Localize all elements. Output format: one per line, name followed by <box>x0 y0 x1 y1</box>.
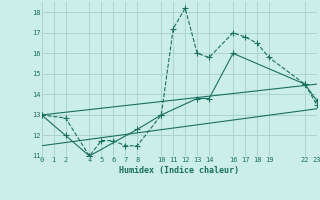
X-axis label: Humidex (Indice chaleur): Humidex (Indice chaleur) <box>119 166 239 175</box>
